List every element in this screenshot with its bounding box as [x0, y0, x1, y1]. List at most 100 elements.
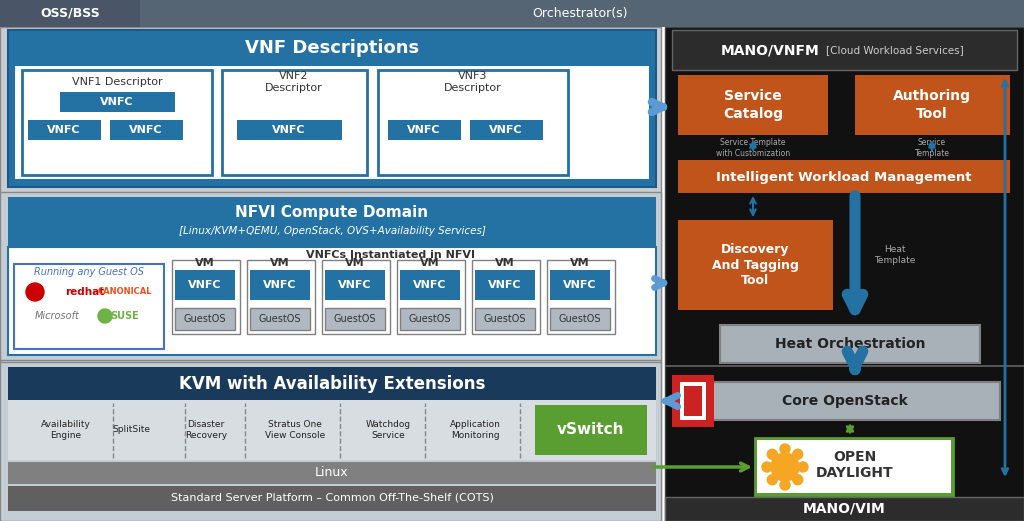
Text: GuestOS: GuestOS: [259, 314, 301, 324]
Text: Stratus One
View Console: Stratus One View Console: [265, 420, 326, 440]
FancyBboxPatch shape: [8, 247, 656, 355]
Text: Authoring
Tool: Authoring Tool: [893, 89, 971, 121]
Text: SUSE: SUSE: [111, 311, 139, 321]
Text: OSS/BSS: OSS/BSS: [40, 6, 100, 19]
Text: VNFC: VNFC: [100, 97, 134, 107]
Text: redhat: redhat: [66, 287, 104, 297]
Text: Availability
Engine: Availability Engine: [41, 420, 91, 440]
Text: Disaster
Recovery: Disaster Recovery: [185, 420, 227, 440]
FancyBboxPatch shape: [325, 270, 385, 300]
FancyBboxPatch shape: [680, 382, 1000, 420]
Text: VNF Descriptions: VNF Descriptions: [245, 39, 419, 57]
FancyBboxPatch shape: [250, 270, 310, 300]
Circle shape: [793, 475, 803, 485]
Text: [Linux/KVM+QEMU, OpenStack, OVS+Availability Services]: [Linux/KVM+QEMU, OpenStack, OVS+Availabi…: [178, 226, 485, 236]
Text: Linux: Linux: [315, 466, 349, 479]
Text: VNFC: VNFC: [188, 280, 222, 290]
FancyBboxPatch shape: [672, 375, 714, 427]
Circle shape: [780, 444, 790, 454]
Circle shape: [26, 283, 44, 301]
Circle shape: [767, 475, 777, 485]
Text: VM: VM: [270, 258, 290, 268]
FancyBboxPatch shape: [175, 270, 234, 300]
Text: Service
Template: Service Template: [914, 138, 949, 158]
FancyBboxPatch shape: [400, 270, 460, 300]
Text: Service
Catalog: Service Catalog: [723, 89, 783, 121]
FancyBboxPatch shape: [678, 160, 1010, 193]
Text: GuestOS: GuestOS: [483, 314, 526, 324]
FancyBboxPatch shape: [175, 308, 234, 330]
Text: Watchdog
Service: Watchdog Service: [366, 420, 411, 440]
FancyBboxPatch shape: [475, 308, 535, 330]
FancyBboxPatch shape: [475, 270, 535, 300]
Text: [Cloud Workload Services]: [Cloud Workload Services]: [826, 45, 964, 55]
Text: Application
Monitoring: Application Monitoring: [450, 420, 501, 440]
FancyBboxPatch shape: [325, 308, 385, 330]
Text: VNF2
Descriptor: VNF2 Descriptor: [265, 71, 323, 93]
FancyBboxPatch shape: [8, 486, 656, 511]
Text: Core OpenStack: Core OpenStack: [782, 394, 908, 408]
Text: VNFC: VNFC: [263, 280, 297, 290]
Text: VNFC: VNFC: [414, 280, 446, 290]
Text: CANONICAL: CANONICAL: [97, 288, 153, 296]
Text: MANO/VNFM: MANO/VNFM: [721, 43, 819, 57]
Text: OPEN
DAYLIGHT: OPEN DAYLIGHT: [816, 450, 894, 480]
FancyBboxPatch shape: [550, 308, 610, 330]
FancyBboxPatch shape: [470, 120, 543, 140]
Text: VNFC: VNFC: [488, 280, 522, 290]
Text: VNFC: VNFC: [563, 280, 597, 290]
Text: Standard Server Platform – Common Off-The-Shelf (COTS): Standard Server Platform – Common Off-Th…: [171, 493, 494, 503]
Text: Orchestrator(s): Orchestrator(s): [532, 6, 628, 19]
Text: Heat
Template: Heat Template: [874, 245, 915, 265]
Text: GuestOS: GuestOS: [183, 314, 226, 324]
FancyBboxPatch shape: [535, 405, 647, 455]
FancyBboxPatch shape: [0, 362, 662, 521]
Text: VNFC: VNFC: [408, 125, 440, 135]
FancyBboxPatch shape: [8, 367, 656, 400]
FancyBboxPatch shape: [28, 120, 101, 140]
Text: VNFCs Instantiated in NFVI: VNFCs Instantiated in NFVI: [305, 250, 474, 260]
Circle shape: [767, 449, 777, 460]
Text: Running any Guest OS: Running any Guest OS: [34, 267, 144, 277]
Text: SplitSite: SplitSite: [112, 426, 150, 435]
Text: VNFC: VNFC: [489, 125, 522, 135]
FancyBboxPatch shape: [680, 382, 706, 420]
FancyBboxPatch shape: [0, 0, 1024, 27]
Text: Microsoft: Microsoft: [35, 311, 80, 321]
Text: VM: VM: [345, 258, 365, 268]
Text: Discovery
And Tagging
Tool: Discovery And Tagging Tool: [712, 242, 799, 288]
FancyBboxPatch shape: [684, 386, 702, 416]
Circle shape: [98, 309, 112, 323]
FancyBboxPatch shape: [222, 70, 367, 175]
FancyBboxPatch shape: [14, 65, 650, 180]
Text: VNFC: VNFC: [129, 125, 163, 135]
Circle shape: [798, 462, 808, 472]
FancyBboxPatch shape: [8, 400, 656, 460]
FancyBboxPatch shape: [550, 270, 610, 300]
Text: VNFC: VNFC: [272, 125, 306, 135]
FancyBboxPatch shape: [8, 197, 656, 247]
FancyBboxPatch shape: [665, 365, 1024, 367]
Circle shape: [793, 449, 803, 460]
FancyBboxPatch shape: [755, 438, 953, 495]
FancyBboxPatch shape: [0, 0, 140, 27]
FancyBboxPatch shape: [8, 30, 656, 187]
Text: VNF3
Descriptor: VNF3 Descriptor: [444, 71, 502, 93]
FancyBboxPatch shape: [720, 325, 980, 363]
FancyBboxPatch shape: [400, 308, 460, 330]
Text: VM: VM: [196, 258, 215, 268]
Text: VM: VM: [570, 258, 590, 268]
Text: GuestOS: GuestOS: [559, 314, 601, 324]
FancyBboxPatch shape: [678, 220, 833, 310]
FancyBboxPatch shape: [665, 27, 1024, 521]
Text: NFVI Compute Domain: NFVI Compute Domain: [236, 205, 429, 220]
Text: Service Template
with Customization: Service Template with Customization: [716, 138, 791, 158]
Text: VM: VM: [496, 258, 515, 268]
Text: VNFC: VNFC: [47, 125, 81, 135]
FancyBboxPatch shape: [757, 440, 951, 493]
FancyBboxPatch shape: [665, 497, 1024, 521]
Text: VNF1 Descriptor: VNF1 Descriptor: [72, 77, 163, 87]
FancyBboxPatch shape: [678, 75, 828, 135]
Circle shape: [771, 453, 799, 481]
FancyBboxPatch shape: [14, 264, 164, 349]
